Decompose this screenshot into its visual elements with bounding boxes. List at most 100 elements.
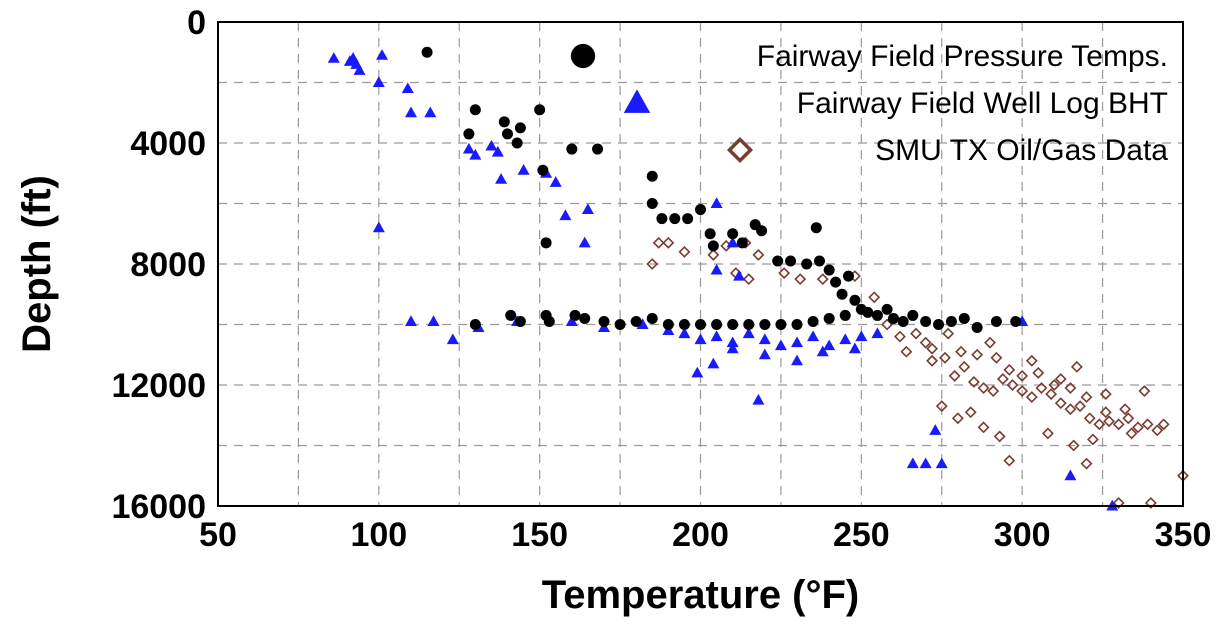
well-log-bht-point xyxy=(578,236,591,248)
legend-marker-well-log-bht xyxy=(623,89,651,113)
well-log-bht-point xyxy=(726,336,739,348)
well-log-bht-point xyxy=(691,366,704,378)
legend-item-smu-tx-data: SMU TX Oil/Gas Data xyxy=(726,134,1168,167)
smu-tx-point xyxy=(996,373,1009,385)
well-log-bht-point xyxy=(710,263,723,275)
smu-tx-point xyxy=(1093,418,1106,431)
smu-tx-point xyxy=(1016,369,1029,382)
smu-tx-point xyxy=(1083,412,1096,425)
smu-tx-point xyxy=(652,236,665,249)
well-log-bht-point xyxy=(372,221,385,233)
pressure-temp-point xyxy=(579,312,591,324)
pressure-temp-point xyxy=(920,315,932,327)
pressure-temp-point xyxy=(823,264,835,276)
pressure-temp-point xyxy=(514,122,526,134)
well-log-bht-point xyxy=(424,106,437,118)
legend-marker xyxy=(623,89,651,113)
pressure-temp-point xyxy=(511,137,523,149)
well-log-bht-point xyxy=(758,348,771,360)
pressure-temp-point xyxy=(743,319,755,330)
pressure-temp-point xyxy=(849,294,861,306)
smu-tx-point xyxy=(900,345,913,358)
smu-tx-point xyxy=(1112,497,1125,509)
well-log-bht-point xyxy=(848,342,861,354)
pressure-temp-point xyxy=(990,315,1002,327)
smu-tx-point xyxy=(1048,379,1061,391)
pressure-temp-point xyxy=(695,319,706,330)
plot-frame xyxy=(217,21,1184,507)
smu-tx-point xyxy=(1125,427,1138,440)
smu-tx-point xyxy=(958,360,971,373)
smu-tx-point xyxy=(1032,366,1045,379)
smu-tx-point xyxy=(926,354,939,367)
smu-tx-point xyxy=(987,385,1000,397)
y-tick-label: 0 xyxy=(187,4,206,42)
well-log-bht-point xyxy=(495,173,508,184)
pressure-temp-point xyxy=(592,143,604,155)
well-log-bht-point xyxy=(758,333,771,345)
pressure-temp-point xyxy=(823,312,835,324)
smu-tx-point xyxy=(1041,427,1054,440)
pressure-temp-point xyxy=(646,170,658,182)
x-tick-label: 100 xyxy=(350,516,407,554)
pressure-temp-point xyxy=(505,309,517,321)
smu-tx-point xyxy=(778,267,791,280)
well-log-bht-point xyxy=(791,336,803,348)
well-log-bht-point xyxy=(871,327,884,339)
smu-tx-point xyxy=(662,236,675,249)
smu-tx-point xyxy=(1054,397,1067,410)
y-axis-title: Depth (ft) xyxy=(15,175,59,353)
well-log-bht-point xyxy=(376,49,389,60)
smu-tx-point xyxy=(977,421,990,434)
well-log-bht-point xyxy=(559,209,572,221)
pressure-temp-point xyxy=(772,255,784,267)
smu-tx-point xyxy=(1080,457,1093,470)
pressure-temp-point xyxy=(830,276,842,288)
smu-tx-point xyxy=(742,273,755,286)
well-log-bht-point xyxy=(710,330,723,342)
smu-tx-point xyxy=(1074,400,1086,413)
legend-label-pressure-temps: Fairway Field Pressure Temps. xyxy=(757,40,1168,73)
legend-label-smu-tx-data: SMU TX Oil/Gas Data xyxy=(875,134,1168,167)
well-log-bht-point xyxy=(742,327,755,339)
pressure-temp-point xyxy=(775,319,787,330)
smu-tx-point xyxy=(1112,418,1125,431)
well-log-bht-point xyxy=(816,345,829,357)
well-log-bht-point xyxy=(694,333,707,345)
smu-tx-point xyxy=(816,273,829,286)
legend-marker xyxy=(570,43,596,69)
pressure-temp-point xyxy=(814,255,826,267)
pressure-temp-point xyxy=(498,116,510,128)
pressure-temp-point xyxy=(881,303,893,315)
well-log-bht-point xyxy=(791,354,803,366)
legend-label-well-log-bht: Fairway Field Well Log BHT xyxy=(797,87,1168,120)
pressure-temp-point xyxy=(669,213,681,225)
pressure-temp-point xyxy=(888,312,899,324)
well-log-bht-point xyxy=(462,142,475,154)
pressure-temp-point xyxy=(630,315,642,327)
pressure-temp-point xyxy=(807,315,819,327)
well-log-bht-point xyxy=(405,315,417,326)
pressure-temp-point xyxy=(540,237,552,249)
smu-tx-point xyxy=(1144,497,1157,509)
y-tick-label: 8000 xyxy=(130,246,206,284)
pressure-temp-point xyxy=(704,228,716,240)
smu-tx-point xyxy=(942,327,955,340)
smu-tx-point xyxy=(794,273,807,286)
legend-item-pressure-temps: Fairway Field Pressure Temps. xyxy=(570,40,1168,73)
pressure-temp-point xyxy=(656,213,668,225)
pressure-temp-point xyxy=(971,322,983,334)
smu-tx-point xyxy=(964,406,977,419)
data-points xyxy=(327,46,1189,511)
smu-tx-point xyxy=(1067,439,1080,452)
pressure-temp-point xyxy=(678,319,690,330)
smu-tx-point xyxy=(919,336,932,349)
well-log-bht-point xyxy=(517,164,530,175)
y-tick-label: 12000 xyxy=(111,367,206,405)
well-log-bht-point xyxy=(733,269,746,281)
smu-tx-point xyxy=(1025,354,1038,367)
x-tick-label: 250 xyxy=(833,516,890,554)
smu-tx-point xyxy=(1064,382,1077,394)
smu-tx-point xyxy=(646,258,659,270)
well-log-bht-point xyxy=(710,197,723,208)
